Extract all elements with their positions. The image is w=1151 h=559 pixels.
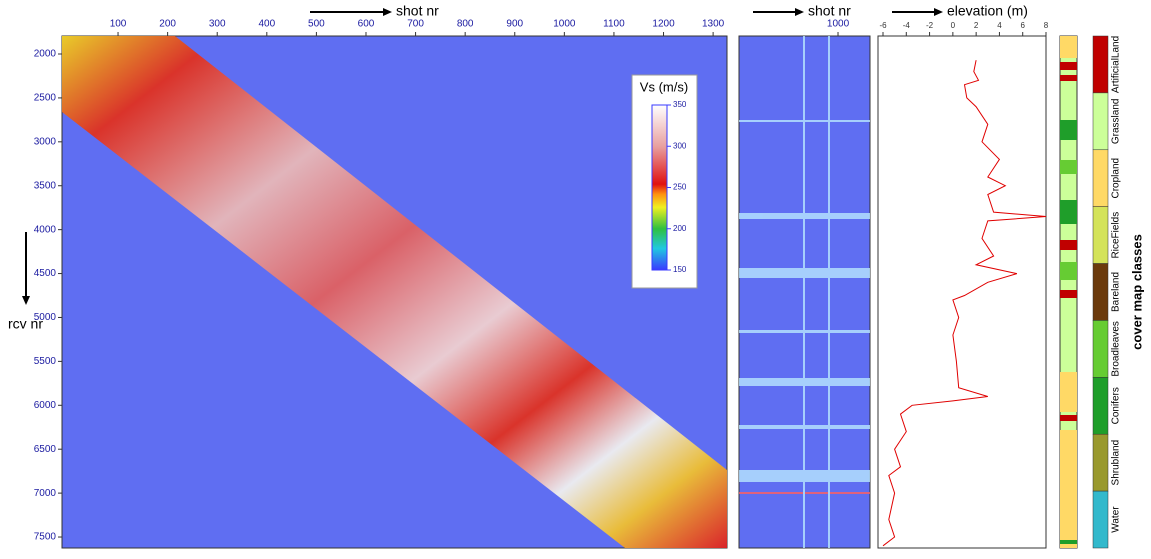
x-tick-label: 200 <box>159 19 176 30</box>
legend-swatch <box>1092 35 1109 94</box>
y-axis-label: rcv nr <box>8 316 43 332</box>
x-tick-label: -6 <box>879 21 887 30</box>
x-tick-label: 700 <box>407 19 424 30</box>
y-tick-label: 5000 <box>34 312 57 323</box>
legend-swatch <box>1092 433 1109 492</box>
legend-swatch <box>1092 490 1109 549</box>
x-tick-label: 300 <box>209 19 226 30</box>
axis-arrows <box>22 8 943 305</box>
x-tick-label: 100 <box>110 19 127 30</box>
colorbar-tick-label: 150 <box>673 265 687 274</box>
legend-label: Conifers <box>1111 387 1122 424</box>
x-tick-label: 800 <box>457 19 474 30</box>
colorbar-tick-label: 200 <box>673 224 687 233</box>
y-tick-label: 4000 <box>34 224 57 235</box>
colorbar <box>651 104 668 271</box>
x-axis-label: shot nr <box>808 3 851 19</box>
x-tick-label: 8 <box>1044 21 1049 30</box>
y-tick-label: 4500 <box>34 268 57 279</box>
elevation-line <box>882 60 1047 547</box>
x-tick-label: 2 <box>974 21 979 30</box>
legend-swatch <box>1092 92 1109 151</box>
y-tick-label: 2000 <box>34 49 57 60</box>
y-tick-label: 2500 <box>34 93 57 104</box>
x-tick-label: 1300 <box>702 19 725 30</box>
legend-label: RiceFields <box>1111 212 1122 259</box>
x-axis-label: shot nr <box>396 3 439 19</box>
x-tick-label: 0 <box>951 21 956 30</box>
x-tick-label: -4 <box>903 21 911 30</box>
legend-label: Bareland <box>1111 272 1122 312</box>
legend-swatch <box>1092 149 1109 207</box>
x-tick-label: 500 <box>308 19 325 30</box>
heatmap2-streaks <box>739 36 870 548</box>
legend-label: Grassland <box>1111 99 1122 145</box>
x-tick-label: 600 <box>358 19 375 30</box>
y-tick-label: 3000 <box>34 136 57 147</box>
y-tick-label: 5500 <box>34 356 57 367</box>
colorbar-tick-label: 300 <box>673 141 687 150</box>
legend-swatch <box>1092 320 1109 378</box>
y-tick-label: 7000 <box>34 488 57 499</box>
y-tick-label: 3500 <box>34 180 57 191</box>
x-tick-label: 1200 <box>652 19 675 30</box>
legend-label: Cropland <box>1111 158 1122 199</box>
legend-label: Water <box>1111 506 1122 533</box>
elevation-panel <box>877 35 1047 549</box>
y-tick-label: 7500 <box>34 532 57 543</box>
x-tick-label: 1000 <box>827 19 850 30</box>
legend-label: Shrubland <box>1111 440 1122 486</box>
x-tick-label: 400 <box>258 19 275 30</box>
x-tick-label: 1000 <box>553 19 576 30</box>
legend-swatch <box>1092 377 1109 435</box>
legend-swatch <box>1092 263 1109 321</box>
colorbar-tick-label: 350 <box>673 100 687 109</box>
x-tick-label: 4 <box>997 21 1002 30</box>
legend-label: Broadleaves <box>1111 321 1122 377</box>
heatmap-band <box>62 36 727 548</box>
colorbar-tick-label: 250 <box>673 183 687 192</box>
legend-label: ArtificialLand <box>1111 36 1122 93</box>
y-tick-label: 6500 <box>34 444 57 455</box>
x-tick-label: -2 <box>926 21 934 30</box>
legend-title: cover map classes <box>1129 234 1144 350</box>
x-tick-label: 6 <box>1020 21 1025 30</box>
x-tick-label: 1100 <box>603 19 625 30</box>
colorbar-label: Vs (m/s) <box>640 79 688 94</box>
x-tick-label: 900 <box>506 19 523 30</box>
y-tick-label: 6000 <box>34 400 57 411</box>
cover-strip-segments <box>1060 36 1077 548</box>
x-axis-label: elevation (m) <box>947 3 1028 19</box>
legend-swatch <box>1092 206 1109 264</box>
